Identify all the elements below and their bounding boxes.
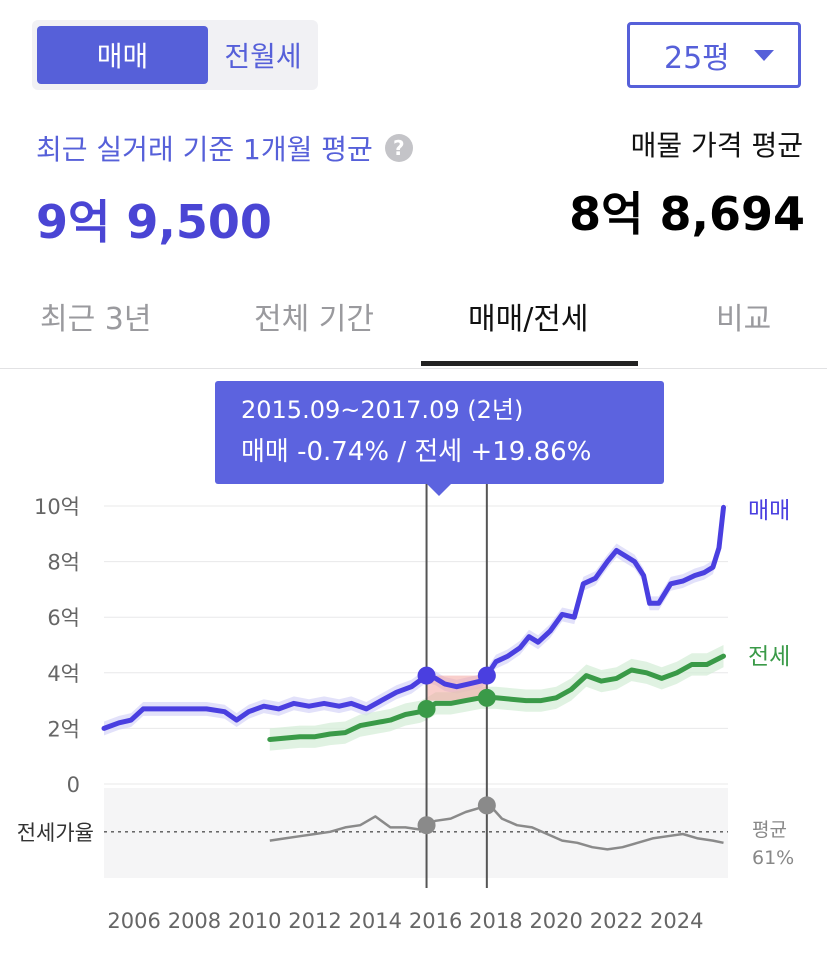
ratio-average-value: 61% [752, 847, 794, 869]
area-size-value: 25평 [664, 41, 730, 76]
ratio-marker-dot[interactable] [417, 816, 436, 835]
x-tick-label: 2008 [168, 909, 221, 933]
help-circle-icon[interactable]: ? [384, 134, 413, 162]
ratio-marker-dot[interactable] [477, 796, 496, 815]
jeonse-marker-dot[interactable] [417, 699, 436, 718]
area-size-select[interactable]: 25평 [627, 22, 801, 88]
x-tick-label: 2024 [650, 909, 703, 933]
x-tick-label: 2016 [409, 909, 462, 933]
x-tick-label: 2020 [529, 909, 582, 933]
sale-marker-dot[interactable] [477, 666, 496, 685]
recent-average-price: 9억 9,500 [36, 195, 272, 249]
tab-all-period[interactable]: 전체 기간 [254, 302, 374, 337]
x-tick-label: 2012 [288, 909, 341, 933]
trade-type-toggle: 매매 전월세 [32, 20, 318, 90]
y-tick-label: 4억 [47, 662, 80, 686]
sale-range-band [104, 500, 724, 736]
x-tick-label: 2014 [349, 909, 402, 933]
ratio-average-label: 평균 [752, 819, 787, 841]
recent-average-label: 최근 실거래 기준 1개월 평균 ? [36, 128, 413, 168]
tab-compare[interactable]: 비교 [716, 302, 772, 337]
sale-price-line [101, 504, 726, 731]
tooltip-changes: 매매 -0.74% / 전세 +19.86% [241, 437, 592, 467]
listing-average-price: 8억 8,694 [569, 187, 805, 241]
jeonse-marker-dot[interactable] [477, 688, 496, 707]
x-tick-label: 2022 [590, 909, 643, 933]
ratio-panel-background [104, 788, 728, 878]
active-tab-indicator [421, 361, 638, 366]
rent-toggle-button[interactable]: 전월세 [224, 40, 302, 73]
y-tick-label: 6억 [47, 606, 80, 630]
x-tick-label: 2006 [107, 909, 160, 933]
period-comparison-tooltip: 2015.09~2017.09 (2년) 매매 -0.74% / 전세 +19.… [215, 381, 664, 484]
tooltip-arrow [426, 483, 452, 496]
tab-sale-jeonse[interactable]: 매매/전세 [468, 302, 589, 337]
listing-average-label: 매물 가격 평균 [630, 129, 803, 162]
period-tabs: 최근 3년 전체 기간 매매/전세 비교 [0, 280, 827, 369]
recent-average-text: 최근 실거래 기준 1개월 평균 [36, 133, 373, 166]
y-tick-label: 8억 [47, 551, 80, 575]
jeonse-series-label: 전세 [748, 644, 790, 670]
tooltip-period: 2015.09~2017.09 (2년) [241, 396, 524, 424]
chevron-down-icon [754, 50, 774, 61]
tab-recent-3-years[interactable]: 최근 3년 [40, 302, 152, 337]
y-tick-label: 10억 [34, 495, 80, 519]
y-tick-label: 0 [67, 773, 80, 797]
jeonse-ratio-label: 전세가율 [17, 821, 94, 845]
x-tick-label: 2010 [228, 909, 281, 933]
sale-series-label: 매매 [748, 498, 790, 524]
y-tick-label: 2억 [47, 717, 80, 741]
x-tick-label: 2018 [469, 909, 522, 933]
sale-marker-dot[interactable] [417, 666, 436, 685]
sale-toggle-button[interactable]: 매매 [37, 26, 208, 84]
